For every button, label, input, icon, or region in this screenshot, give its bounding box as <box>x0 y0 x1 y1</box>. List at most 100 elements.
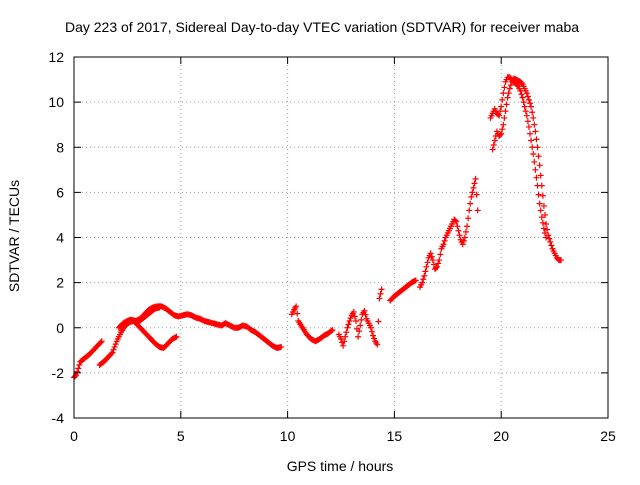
data-point <box>367 324 374 331</box>
data-point <box>535 191 542 198</box>
data-point <box>498 130 505 137</box>
y-tick-label: 12 <box>48 49 64 65</box>
data-point <box>437 251 444 258</box>
data-point <box>428 253 435 260</box>
data-point <box>490 141 497 148</box>
data-point <box>112 341 119 348</box>
data-point <box>412 277 419 284</box>
y-tick-label: 2 <box>56 275 64 291</box>
data-markers <box>71 74 565 381</box>
x-tick-label: 5 <box>177 428 185 444</box>
data-point <box>419 279 426 286</box>
data-point <box>525 123 532 130</box>
data-point <box>506 85 513 92</box>
data-point <box>466 207 473 214</box>
data-point <box>528 137 535 144</box>
data-point <box>467 200 474 207</box>
data-point <box>499 126 506 133</box>
data-point <box>430 261 437 268</box>
data-point <box>471 180 478 187</box>
y-tick-label: -4 <box>52 410 65 426</box>
data-point <box>543 234 550 241</box>
data-point <box>375 318 382 325</box>
data-point <box>462 228 469 235</box>
axis-ticks: 0 5 10 15 20 25 -4 -2 0 2 4 6 8 10 12 <box>48 49 616 444</box>
data-point <box>529 109 536 116</box>
y-axis-label: SDTVAR / TECUs <box>6 180 22 292</box>
data-point <box>538 214 545 221</box>
data-point <box>497 131 504 138</box>
data-point <box>436 257 443 264</box>
data-point <box>507 82 514 89</box>
y-tick-label: 4 <box>56 230 64 246</box>
data-point <box>474 207 481 214</box>
data-point <box>453 218 460 225</box>
data-point <box>368 328 375 335</box>
data-point <box>454 223 461 230</box>
data-point <box>376 295 383 302</box>
y-tick-label: 8 <box>56 139 64 155</box>
data-point <box>452 217 459 224</box>
data-point <box>500 90 507 97</box>
data-point <box>358 316 365 323</box>
data-point <box>524 93 531 100</box>
data-point <box>427 250 434 257</box>
data-point <box>525 96 532 103</box>
data-point <box>441 237 448 244</box>
data-point <box>514 82 521 89</box>
data-point <box>523 112 530 119</box>
data-point <box>433 264 440 271</box>
data-point <box>547 239 554 246</box>
data-point <box>355 333 362 340</box>
data-point <box>111 343 118 350</box>
data-point <box>98 338 105 345</box>
data-point <box>523 90 530 97</box>
data-point <box>520 99 527 106</box>
data-point <box>541 211 548 218</box>
data-point <box>110 346 117 353</box>
x-tick-label: 10 <box>280 428 296 444</box>
data-point <box>528 103 535 110</box>
data-point <box>540 202 547 209</box>
data-point <box>74 368 81 375</box>
data-point <box>378 286 385 293</box>
data-point <box>537 207 544 214</box>
data-point <box>489 146 496 153</box>
x-tick-label: 0 <box>70 428 78 444</box>
data-point <box>534 182 541 189</box>
data-point <box>473 191 480 198</box>
data-point <box>329 327 336 334</box>
data-point <box>536 200 543 207</box>
data-point <box>350 308 357 315</box>
data-point <box>522 108 529 115</box>
data-point <box>503 101 510 108</box>
data-point <box>521 103 528 110</box>
data-point <box>108 350 115 357</box>
data-point <box>97 339 104 346</box>
data-point <box>518 79 525 86</box>
x-axis-label: GPS time / hours <box>287 458 394 474</box>
y-tick-label: -2 <box>52 365 65 381</box>
data-point <box>536 162 543 169</box>
data-point <box>541 229 548 236</box>
data-point <box>496 112 503 119</box>
data-point <box>459 241 466 248</box>
data-point <box>345 321 352 328</box>
data-point <box>500 121 507 128</box>
grid <box>74 57 608 418</box>
data-point <box>558 257 565 264</box>
data-point <box>532 128 539 135</box>
x-tick-label: 15 <box>387 428 403 444</box>
data-point <box>530 114 537 121</box>
data-point <box>434 263 441 270</box>
y-tick-label: 0 <box>56 320 64 336</box>
data-point <box>531 158 538 165</box>
data-point <box>502 108 509 115</box>
data-point <box>469 189 476 196</box>
data-point <box>294 310 301 317</box>
data-point <box>468 193 475 200</box>
data-point <box>429 257 436 264</box>
data-point <box>533 174 540 181</box>
